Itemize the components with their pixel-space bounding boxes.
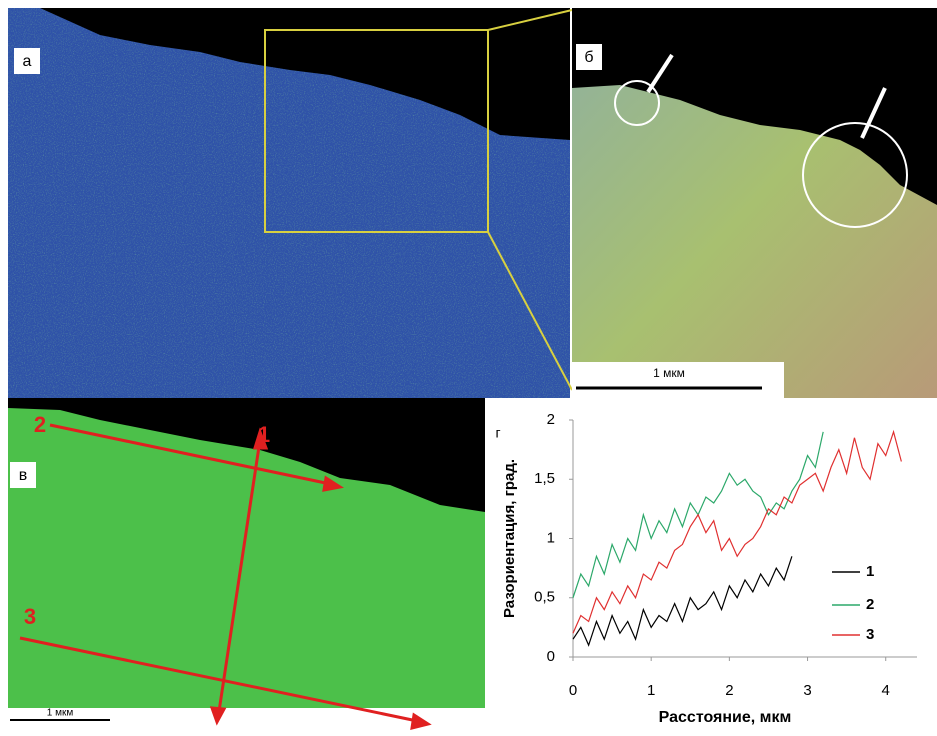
panel-label: б xyxy=(584,49,593,66)
y-tick-label: 0,5 xyxy=(534,589,555,606)
panel-a: а xyxy=(8,8,572,398)
x-tick-label: 2 xyxy=(725,682,733,699)
y-axis-title: Разориентация, град. xyxy=(501,459,518,618)
line-label: 3 xyxy=(24,604,36,629)
y-tick-label: 0 xyxy=(547,648,555,665)
x-tick-label: 1 xyxy=(647,682,655,699)
x-tick-label: 0 xyxy=(569,682,577,699)
panel-label: г xyxy=(495,425,500,441)
scale-bar-label: 1 мкм xyxy=(47,708,74,719)
series-line xyxy=(573,432,901,633)
panel-label: в xyxy=(19,467,28,484)
y-tick-label: 1 xyxy=(547,529,555,546)
x-tick-label: 3 xyxy=(803,682,811,699)
scale-bar-label: 1 мкм xyxy=(653,366,685,380)
line-label: 1 xyxy=(258,422,270,447)
panel-b: б 1 мкм xyxy=(572,8,937,398)
figure: а б 1 мкм 2 1 3 в 1 мкм г 0 0,5 1 1,5 2 0 1 2 3 4… xyxy=(0,0,937,731)
y-tick-label: 1,5 xyxy=(534,470,555,487)
legend-label: 2 xyxy=(866,596,874,613)
panel-label: а xyxy=(23,53,32,70)
line-label: 2 xyxy=(34,412,46,437)
panel-c: 2 1 3 в 1 мкм xyxy=(8,398,485,728)
y-tick-label: 2 xyxy=(547,411,555,428)
legend-label: 1 xyxy=(866,563,874,580)
x-tick-label: 4 xyxy=(882,682,890,699)
x-axis-title: Расстояние, мкм xyxy=(659,709,792,726)
legend-label: 3 xyxy=(866,626,874,643)
